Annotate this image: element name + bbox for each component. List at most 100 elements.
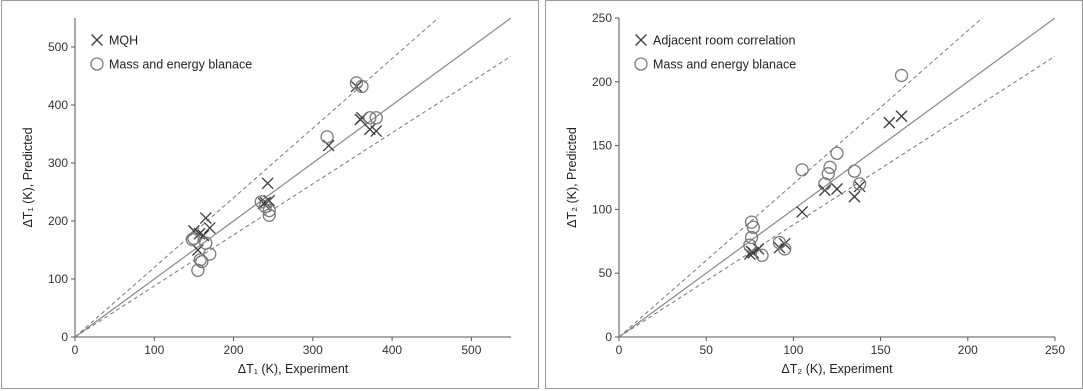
chart1-upper-bound-line (619, 18, 984, 337)
chart1-series-0-point (883, 116, 896, 129)
chart1-legend-marker-0-stroke-b (635, 34, 647, 46)
chart0-series-1-point (262, 208, 276, 222)
chart0-series-1-point (203, 247, 217, 261)
chart1-x-axis-title: ΔT₂ (K), Experiment (781, 362, 893, 376)
chart0-series-0-point-stroke-b (199, 212, 212, 225)
chart1-x-tick-label: 0 (616, 343, 623, 357)
chart0-x-axis-title: ΔT₁ (K), Experiment (238, 362, 349, 376)
chart1-series-0-point-stroke-b (853, 180, 866, 193)
chart0-series-0-point (261, 177, 274, 190)
chart1-series-1-point (744, 230, 759, 245)
chart1-series-0-point-stroke-b (747, 246, 760, 259)
chart1-series-1-point (894, 68, 909, 83)
chart1-series-1-point (743, 238, 757, 252)
chart0-x-tick-label: 300 (303, 343, 323, 357)
chart0-legend-label-1: Mass and energy blanace (109, 58, 252, 72)
chart0-upper-bound-line (75, 18, 440, 337)
chart0-legend-marker-0-stroke-b (91, 34, 103, 46)
chart0-y-tick-label: 300 (48, 156, 68, 170)
chart0-series-0-point-stroke-b (370, 125, 383, 138)
chart1-series-0 (743, 110, 908, 261)
chart1-series-0-point (831, 183, 843, 195)
chart0-series-0-point-stroke-b (203, 222, 216, 234)
chart1-series-1 (743, 68, 909, 262)
chart1-reference-lines (619, 18, 1055, 337)
chart1-series-0-point-stroke-b (796, 205, 809, 218)
chart1-x-tick-label: 250 (1045, 343, 1065, 357)
chart0-y-tick-label: 0 (61, 330, 68, 344)
chart0-series-0-point (203, 222, 216, 234)
chart0-series-1-point (258, 199, 272, 214)
chart1-series-0-point-stroke-b (831, 183, 843, 195)
chart0-y-tick-label: 100 (48, 272, 68, 286)
chart1-series-0-point (895, 110, 908, 123)
chart0-x-tick-label: 500 (461, 343, 481, 357)
chart1-series-1-point (821, 167, 835, 181)
chart0-y-tick-label: 400 (48, 98, 68, 112)
chart1-series-0-point (796, 205, 809, 218)
chart1-series-1-point (746, 220, 760, 234)
chart1-series-0-point-stroke-b (848, 190, 861, 203)
chart1-series-1-point (853, 177, 867, 191)
chart1-series-0-point (848, 190, 861, 203)
chart0-identity-line (75, 18, 511, 337)
chart0-y-axis-title: ΔT₁ (K), Predicted (21, 127, 35, 227)
chart0-series-0 (187, 80, 383, 256)
chart0-series-1-point (369, 111, 383, 125)
chart1-identity-line (619, 18, 1055, 337)
chart0-series-0-point-stroke-b (363, 123, 376, 136)
chart0-series-1-point (199, 236, 213, 250)
chart1-series-0-point-stroke-b (752, 242, 765, 255)
chart1-legend-marker-0 (635, 34, 647, 46)
chart-panel-right: 0 50 100 150 200 250 0 50 100 150 200 250 ΔT₂ (K), E… (545, 0, 1083, 389)
chart0-x-tick-label: 200 (224, 343, 244, 357)
chart0-series-1-point (262, 203, 276, 218)
chart0-series-1-point (254, 195, 268, 209)
chart1-series-1-point (830, 146, 844, 160)
chart1-x-tick-label: 100 (783, 343, 803, 357)
chart1-legend-marker-1 (634, 57, 648, 71)
chart0-legend-marker-0 (91, 34, 103, 46)
chart0-series-0-point-stroke-b (193, 227, 206, 240)
chart1-series-0-point (747, 246, 760, 259)
chart0-y-tick-label: 200 (48, 214, 68, 228)
chart1-series-1-point (795, 163, 809, 177)
chart0-series-1 (185, 76, 383, 277)
chart0-series-1-point (185, 232, 199, 247)
chart0-x-tick-label: 0 (72, 343, 79, 357)
chart1-y-tick-label: 150 (592, 139, 612, 153)
chart0-series-0-point-stroke-b (261, 177, 274, 190)
chart0-legend-marker-1 (90, 57, 104, 71)
chart0-lower-bound-line (75, 55, 511, 337)
chart1-legend-label-0: Adjacent room correlation (653, 34, 795, 48)
chart1-series-0-point (752, 242, 765, 255)
chart1-y-tick-label: 100 (592, 202, 612, 216)
chart0-series-1-point (193, 253, 207, 267)
chart0-series-0-point-stroke-b (263, 194, 276, 207)
chart0-series-0-point (370, 125, 383, 138)
chart1-series-1-point (823, 160, 837, 174)
chart1-series-0-point (853, 180, 866, 193)
chart0-reference-lines (75, 18, 511, 337)
chart1-series-1-point (755, 248, 769, 262)
chart1-y-tick-label: 250 (592, 11, 612, 25)
chart0-series-1-point (320, 130, 334, 144)
chart0-series-1-point (363, 111, 377, 125)
chart1-lower-bound-line (619, 55, 1055, 337)
chart0-x-tick-label: 400 (382, 343, 402, 357)
chart0-y-tick-label: 500 (48, 40, 68, 54)
chart1-series-1-point (778, 242, 792, 256)
chart1-x-tick-label: 200 (958, 343, 978, 357)
chart0-x-tick-label: 100 (144, 343, 164, 357)
chart1-x-tick-label: 150 (871, 343, 891, 357)
chart-right-svg: 0 50 100 150 200 250 0 50 100 150 200 250 ΔT₂ (K), E… (565, 11, 1065, 376)
chart1-series-0-point-stroke-b (883, 116, 896, 129)
chart1-series-0-point-stroke-b (895, 110, 908, 123)
chart0-series-1-point (187, 231, 201, 246)
chart1-y-tick-label: 200 (592, 75, 612, 89)
chart1-y-tick-label: 50 (599, 266, 613, 280)
chart-left-svg: 0 100 200 300 400 500 0 100 200 300 400 500 ΔT₁ (K),… (21, 18, 511, 376)
chart0-series-0-point (199, 212, 212, 225)
chart-panel-left: 0 100 200 300 400 500 0 100 200 300 400 500 ΔT₁ (K),… (1, 0, 539, 389)
chart0-series-1-point (195, 254, 209, 269)
